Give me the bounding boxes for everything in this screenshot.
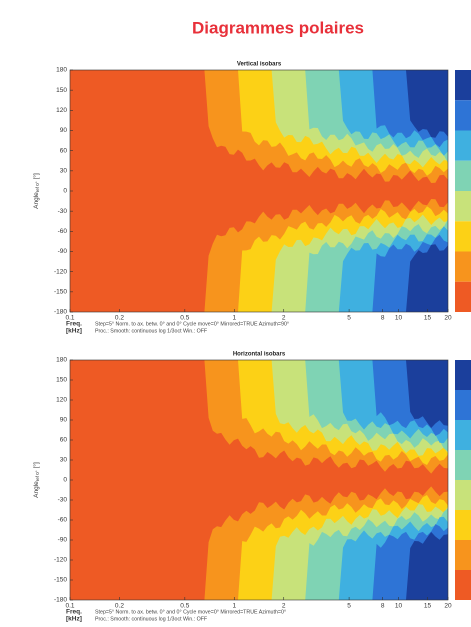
contour-band — [70, 70, 448, 156]
x-tick-label: 15 — [424, 315, 432, 322]
colorbar-cell — [455, 480, 471, 510]
y-tick-label: -180 — [54, 309, 67, 316]
y-tick-label: -60 — [58, 517, 68, 524]
x-tick-label: 8 — [381, 315, 385, 322]
y-tick-label: -90 — [58, 537, 68, 544]
y-tick-label: 30 — [60, 457, 68, 464]
y-axis-label-sub: ref 0° — [35, 470, 40, 481]
x-tick-label: 20 — [444, 315, 452, 322]
y-axis-label-main: Angle — [33, 192, 40, 209]
y-tick-label: 180 — [56, 357, 67, 364]
x-tick-label: 0.1 — [65, 603, 74, 610]
y-tick-label: -120 — [54, 268, 67, 275]
colorbar-cell — [455, 281, 471, 312]
y-tick-label: -30 — [58, 497, 68, 504]
x-tick-label: 1 — [232, 315, 236, 322]
x-tick-label: 20 — [444, 603, 452, 610]
y-axis-label-sub: ref 0° — [35, 181, 40, 192]
contour-band — [70, 532, 448, 600]
x-tick-label: 10 — [395, 603, 403, 610]
colorbar-cell — [455, 510, 471, 540]
y-axis-label: Angleref 0° [°] — [32, 173, 40, 209]
x-tick-label: 10 — [395, 315, 403, 322]
y-tick-label: 90 — [60, 417, 68, 424]
y-axis-label-main: Angle — [33, 481, 40, 498]
y-tick-label: -60 — [58, 228, 68, 235]
chart-title: Vertical isobars — [237, 62, 282, 68]
y-tick-label: -180 — [54, 597, 67, 604]
y-tick-label: 150 — [56, 87, 67, 94]
colorbar-cell — [455, 100, 471, 131]
colorbar-cell — [455, 540, 471, 570]
chart-title: Horizontal isobars — [233, 352, 286, 358]
contour-band — [70, 516, 448, 600]
colorbar-cell — [455, 450, 471, 480]
x-tick-label: 5 — [347, 315, 351, 322]
x-tick-label: 0.2 — [115, 315, 124, 322]
x-axis-label: Freq. — [66, 609, 82, 616]
y-axis-label: Angleref 0° [°] — [32, 462, 40, 498]
x-tick-label: 0.2 — [115, 603, 124, 610]
y-tick-label: -150 — [54, 289, 67, 296]
contour-band — [70, 360, 448, 428]
x-tick-label: 2 — [282, 603, 286, 610]
page-title: Diagrammes polaires — [192, 18, 364, 37]
colorbar-cell — [455, 390, 471, 420]
x-tick-label: 2 — [282, 315, 286, 322]
colorbar-cell — [455, 221, 471, 252]
plot-note: Proc.: Smooth: continuous log 1/3oct Win… — [95, 328, 208, 334]
y-tick-label: 0 — [63, 477, 67, 484]
x-tick-label: 8 — [381, 603, 385, 610]
y-tick-label: 0 — [63, 188, 67, 195]
colorbar-cell — [455, 251, 471, 282]
x-tick-label: 0.5 — [180, 315, 189, 322]
plot-note: Proc.: Smooth: continuous log 1/3oct Win… — [95, 616, 208, 622]
y-tick-label: 120 — [56, 107, 67, 114]
colorbar-cell — [455, 191, 471, 222]
colorbar-cell — [455, 360, 471, 390]
y-axis-label-unit: [°] — [32, 462, 40, 468]
colorbar-cell — [455, 130, 471, 161]
x-tick-label: 0.1 — [65, 315, 74, 322]
y-tick-label: 180 — [56, 67, 67, 74]
plot-note: Step=5° Norm. to ax. betw. 0° and 0° Cyc… — [95, 609, 286, 615]
y-tick-label: -120 — [54, 557, 67, 564]
contour-band — [70, 226, 448, 312]
x-tick-label: 5 — [347, 603, 351, 610]
y-tick-label: -150 — [54, 577, 67, 584]
contour-band — [70, 70, 448, 138]
y-tick-label: -30 — [58, 208, 68, 215]
y-tick-label: 150 — [56, 377, 67, 384]
colorbar-cell — [455, 570, 471, 600]
colorbar-cell — [455, 160, 471, 191]
y-tick-label: 120 — [56, 397, 67, 404]
x-tick-label: 0.5 — [180, 603, 189, 610]
y-tick-label: 60 — [60, 147, 68, 154]
y-tick-label: 90 — [60, 127, 68, 134]
y-axis-label-unit: [°] — [32, 173, 40, 179]
y-tick-label: -90 — [58, 248, 68, 255]
x-axis-unit: [kHz] — [66, 328, 82, 335]
y-tick-label: 60 — [60, 437, 68, 444]
x-axis-label: Freq. — [66, 321, 82, 328]
y-tick-label: 30 — [60, 168, 68, 175]
x-axis-unit: [kHz] — [66, 616, 82, 623]
plot-note: Step=5° Norm. to ax. betw. 0° and 0° Cyc… — [95, 321, 289, 327]
contour-band — [70, 360, 448, 444]
colorbar-cell — [455, 420, 471, 450]
x-tick-label: 15 — [424, 603, 432, 610]
colorbar-cell — [455, 70, 471, 101]
contour-band — [70, 244, 448, 312]
x-tick-label: 1 — [232, 603, 236, 610]
